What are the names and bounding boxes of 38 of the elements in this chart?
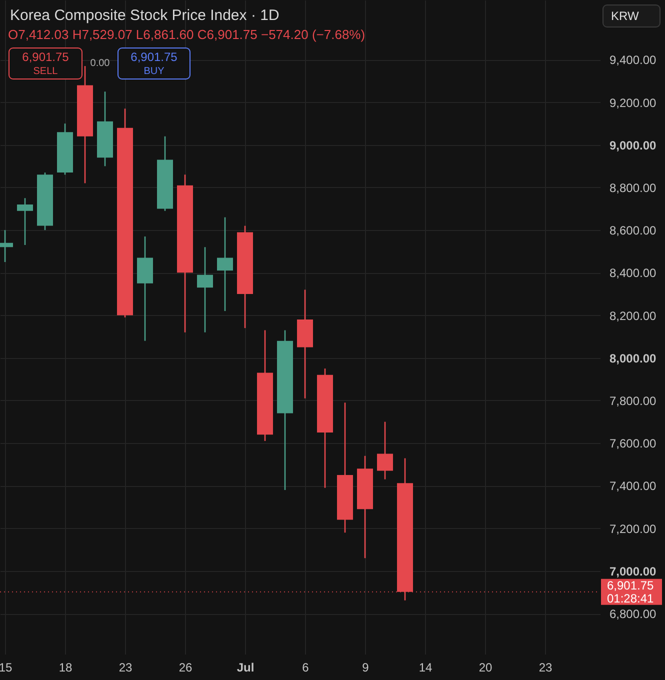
annotation: 6,901.75: [22, 50, 70, 64]
annotation: BUY: [144, 66, 165, 77]
annotation: 0.00: [90, 58, 110, 69]
y-tick-label: 8,200.00: [610, 308, 657, 323]
ref-line-label: 6,901.75: [607, 578, 654, 592]
candlestick: [377, 421, 393, 480]
x-tick-label: Jul: [236, 660, 254, 674]
y-tick-label: 8,800.00: [610, 180, 657, 195]
y-tick-label: 8,600.00: [610, 224, 657, 238]
text: Korea Composite Stock Price Index · 1D: [10, 7, 280, 24]
x-tick-label: 6: [302, 660, 310, 674]
y-tick-label: 6,800.00: [610, 607, 657, 622]
annotation: 6,901.75: [130, 50, 178, 64]
y-tick-label: 7,000.00: [610, 564, 657, 578]
x-tick-label: 26: [178, 660, 192, 674]
x-tick-label: 15: [0, 660, 12, 674]
x-tick-label: 9: [362, 660, 370, 674]
y-tick-label: 7,400.00: [610, 479, 657, 494]
y-tick-label: 9,000.00: [610, 138, 657, 152]
x-tick-label: 14: [418, 660, 432, 674]
y-tick-label: 8,000.00: [610, 351, 657, 366]
x-tick-label: 23: [118, 660, 132, 674]
y-tick-label: 7,200.00: [610, 522, 657, 536]
y-tick-label: 9,400.00: [610, 53, 657, 68]
x-tick-label: 18: [58, 660, 72, 674]
annotation: SELL: [33, 66, 58, 77]
candlestick: [217, 216, 233, 312]
text: KRW: [611, 9, 640, 23]
y-tick-label: 7,600.00: [610, 436, 657, 451]
x-tick-label: 20: [478, 660, 492, 674]
candlestick: [197, 246, 213, 333]
y-tick-label: 7,800.00: [610, 394, 657, 408]
y-tick-label: 8,400.00: [610, 266, 657, 280]
text: O7,412.03 H7,529.07 L6,861.60 C6,901.75 −574.20 (−7.68%): [8, 27, 366, 42]
y-tick-label: 9,200.00: [610, 96, 657, 110]
x-tick-label: 23: [538, 660, 552, 674]
candlestick: [17, 197, 33, 246]
text: 01:28:41: [607, 591, 654, 606]
